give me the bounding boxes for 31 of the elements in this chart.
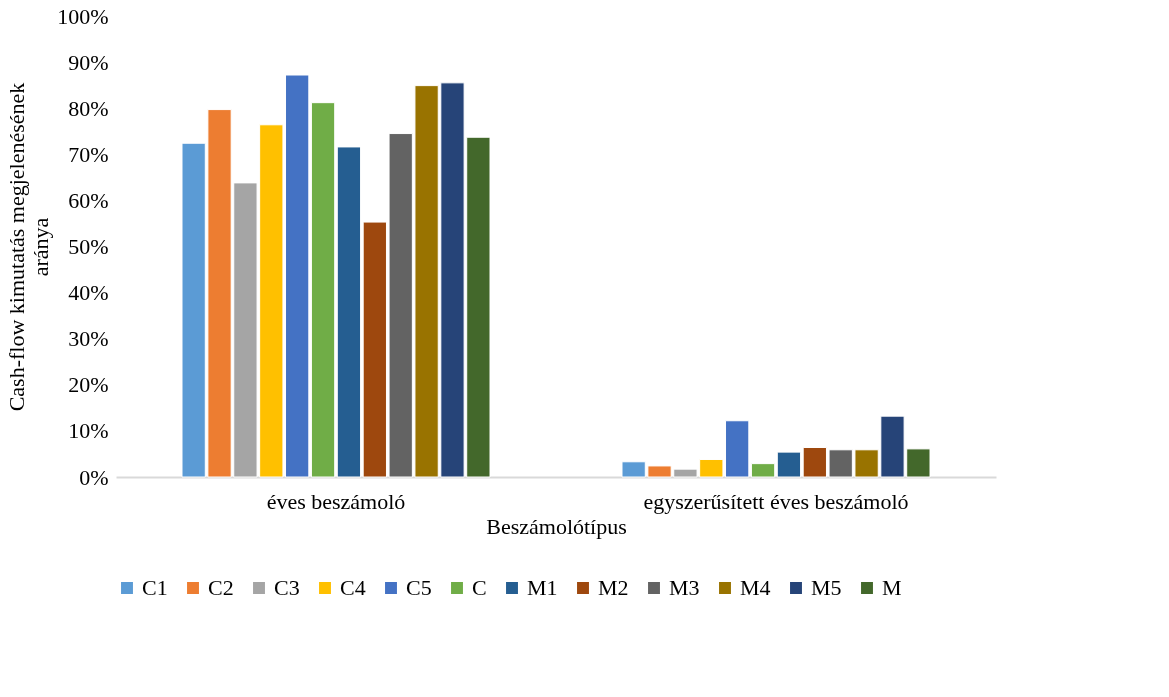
legend-label: M2 [598, 575, 629, 600]
legend-label: C3 [274, 575, 300, 600]
y-tick-label: 90% [68, 49, 109, 75]
bar [750, 463, 776, 478]
legend-label: C2 [208, 575, 234, 600]
x-tick-label: éves beszámoló [266, 488, 406, 514]
y-tick-label: 50% [68, 234, 109, 259]
legend-label: M3 [669, 575, 700, 600]
y-tick-label: 100% [57, 3, 109, 29]
bar [310, 102, 336, 478]
y-tick-label: 80% [68, 95, 109, 121]
legend-label: C5 [406, 575, 432, 600]
bar [776, 451, 802, 478]
y-tick-label: 10% [68, 418, 109, 444]
legend-label: C1 [142, 575, 168, 600]
legend-label: C4 [340, 575, 366, 600]
y-tick-label: 60% [68, 187, 109, 213]
y-tick-label: 20% [68, 372, 109, 398]
legend-label: C [472, 575, 487, 600]
bar [336, 146, 362, 478]
y-tick-label: 40% [68, 280, 109, 306]
y-tick-label: 70% [68, 141, 109, 167]
y-tick-label: 30% [68, 326, 109, 352]
x-tick-label: egyszerűsített éves beszámoló [643, 488, 909, 514]
y-axis-title: Cash-flow kimutatás megjelenésének aránya [4, 82, 54, 412]
legend-label: M5 [811, 575, 842, 600]
x-axis-title: Beszámolótípus [486, 513, 627, 539]
y-tick-label: 0% [79, 464, 109, 490]
legend-label: M4 [740, 575, 771, 600]
legend-label: M [882, 575, 902, 600]
legend-label: M1 [527, 575, 558, 600]
